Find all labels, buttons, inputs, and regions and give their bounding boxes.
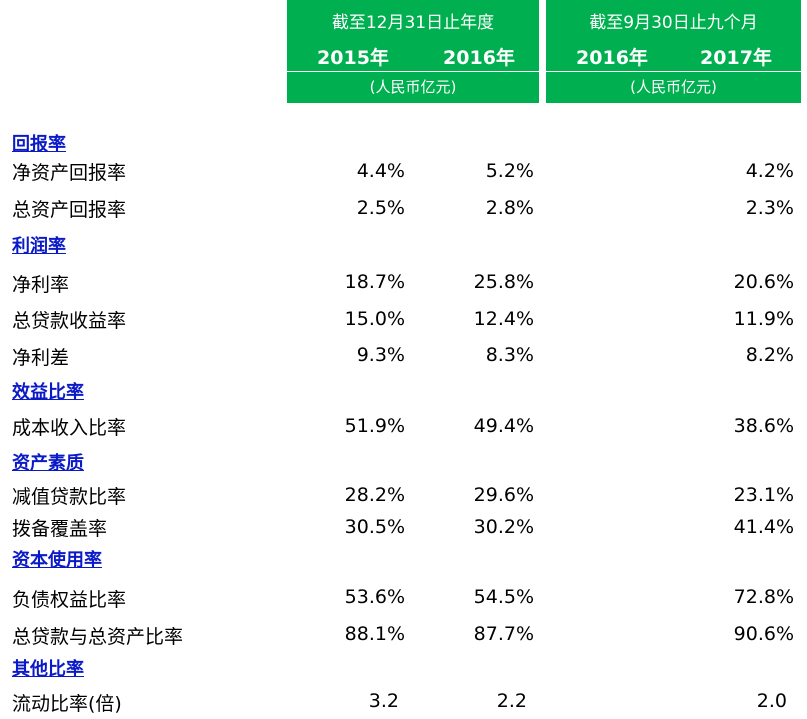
section-title-return: 回报率 bbox=[12, 134, 66, 155]
header-year-end: 截至12月31日止年度 2015年 2016年 (人民币亿元) bbox=[287, 0, 539, 103]
value-2015: 51.9% bbox=[344, 415, 405, 437]
header-title-nine-months: 截至9月30日止九个月 bbox=[589, 13, 758, 33]
value-2017-9m: 11.9% bbox=[733, 308, 794, 330]
value-2015: 15.0% bbox=[344, 308, 405, 330]
row-label: 净利差 bbox=[12, 347, 70, 369]
header-title-year-end: 截至12月31日止年度 bbox=[331, 13, 495, 33]
row-label: 减值贷款比率 bbox=[12, 486, 127, 508]
value-2017-9m: 4.2% bbox=[745, 160, 794, 182]
value-2016: 8.3% bbox=[485, 344, 534, 366]
value-2015: 88.1% bbox=[344, 623, 405, 645]
value-2016: 25.8% bbox=[473, 271, 534, 293]
value-2016: 30.2% bbox=[473, 516, 534, 538]
section-title-asset-quality: 资产素质 bbox=[12, 453, 84, 474]
row-label: 净资产回报率 bbox=[12, 162, 127, 184]
header-unit: (人民币亿元) bbox=[630, 78, 717, 96]
value-2015: 2.5% bbox=[356, 197, 405, 219]
value-2017-9m: 2.3% bbox=[745, 197, 794, 219]
value-2017-9m: 20.6% bbox=[733, 271, 794, 293]
section-title-capital-usage: 资本使用率 bbox=[12, 550, 102, 571]
row-label: 成本收入比率 bbox=[12, 417, 127, 439]
header-divider bbox=[287, 71, 539, 72]
header-nine-months: 截至9月30日止九个月 2016年 2017年 (人民币亿元) bbox=[546, 0, 801, 103]
value-2016: 87.7% bbox=[473, 623, 534, 645]
value-2017-9m: 72.8% bbox=[733, 586, 794, 608]
value-2016: 2.8% bbox=[485, 197, 534, 219]
row-label: 负债权益比率 bbox=[12, 589, 127, 611]
header-year-2017-9m: 2017年 bbox=[700, 47, 772, 69]
value-2015: 28.2% bbox=[344, 484, 405, 506]
section-title-other: 其他比率 bbox=[12, 659, 84, 680]
value-2017-9m: 41.4% bbox=[733, 516, 794, 538]
header-year-2015: 2015年 bbox=[317, 47, 389, 69]
value-2017-9m: 8.2% bbox=[745, 344, 794, 366]
row-label: 总贷款收益率 bbox=[12, 310, 127, 332]
row-label: 净利率 bbox=[12, 274, 70, 296]
section-title-profit: 利润率 bbox=[12, 236, 66, 257]
value-2017-9m: 23.1% bbox=[733, 484, 794, 506]
value-2016: 2.2 bbox=[496, 690, 527, 712]
value-2016: 49.4% bbox=[473, 415, 534, 437]
value-2016: 54.5% bbox=[473, 586, 534, 608]
header-unit: (人民币亿元) bbox=[369, 78, 457, 96]
value-2015: 18.7% bbox=[344, 271, 405, 293]
row-label: 流动比率(倍) bbox=[12, 693, 122, 715]
row-label: 拨备覆盖率 bbox=[12, 518, 108, 540]
value-2015: 30.5% bbox=[344, 516, 405, 538]
row-label: 总贷款与总资产比率 bbox=[12, 626, 184, 648]
value-2016: 5.2% bbox=[485, 160, 534, 182]
value-2015: 4.4% bbox=[356, 160, 405, 182]
section-title-efficiency: 效益比率 bbox=[12, 382, 84, 403]
header-year-2016: 2016年 bbox=[443, 47, 515, 69]
value-2016: 29.6% bbox=[473, 484, 534, 506]
value-2017-9m: 90.6% bbox=[733, 623, 794, 645]
value-2017-9m: 38.6% bbox=[733, 415, 794, 437]
value-2016: 12.4% bbox=[473, 308, 534, 330]
value-2017-9m: 2.0 bbox=[756, 690, 787, 712]
header-year-2016-9m: 2016年 bbox=[576, 47, 648, 69]
value-2015: 3.2 bbox=[368, 690, 399, 712]
row-label: 总资产回报率 bbox=[12, 199, 127, 221]
value-2015: 53.6% bbox=[344, 586, 405, 608]
value-2015: 9.3% bbox=[356, 344, 405, 366]
header-divider bbox=[546, 71, 801, 72]
